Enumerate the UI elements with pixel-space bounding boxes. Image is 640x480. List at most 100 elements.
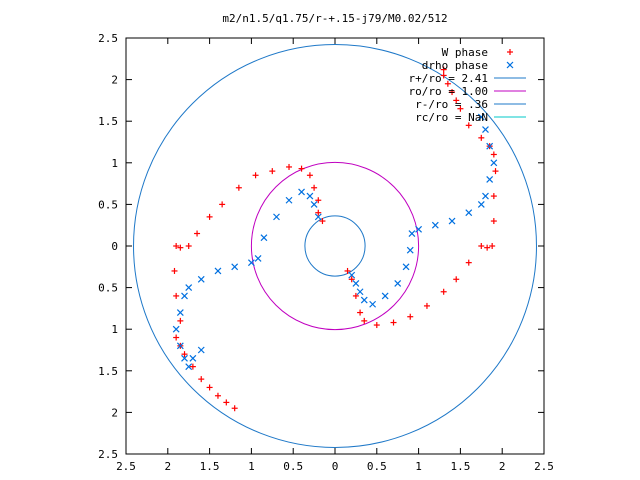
legend-label: r-/ro = .36 bbox=[415, 98, 488, 111]
w-phase-point bbox=[478, 134, 485, 141]
drho-phase-point bbox=[369, 300, 377, 308]
y-tick-label: 1 bbox=[111, 323, 118, 336]
x-tick-label: 2 bbox=[164, 460, 171, 473]
y-tick-label: 0 bbox=[111, 240, 118, 253]
w-phase-point bbox=[440, 288, 447, 295]
drho-phase-point bbox=[181, 292, 188, 300]
y-tick-label: 0.5 bbox=[98, 282, 118, 295]
drho-phase-point bbox=[486, 176, 494, 183]
w-phase-point bbox=[173, 292, 180, 299]
drho-phase-point bbox=[482, 192, 489, 200]
drho-phase-point bbox=[406, 246, 414, 254]
w-phase-point bbox=[311, 184, 318, 191]
y-tick-label: 2 bbox=[111, 74, 118, 87]
w-phase-point bbox=[173, 243, 180, 249]
radius-circle bbox=[304, 215, 366, 277]
drho-phase-point bbox=[486, 142, 494, 150]
legend-label: ro/ro = 1.00 bbox=[409, 85, 488, 98]
w-phase-point bbox=[177, 244, 184, 251]
w-phase-point bbox=[231, 405, 238, 412]
x-tick-label: 0.5 bbox=[283, 460, 303, 473]
legend-label: rc/ro = NaN bbox=[415, 111, 488, 124]
drho-phase-point bbox=[431, 221, 439, 229]
w-phase-point bbox=[344, 267, 351, 274]
w-phase-point bbox=[492, 168, 499, 175]
w-phase-point bbox=[198, 376, 205, 383]
w-phase-point bbox=[440, 66, 447, 73]
w-phase-point bbox=[490, 151, 497, 158]
x-tick-label: 1.5 bbox=[450, 460, 470, 473]
drho-phase-point bbox=[181, 354, 188, 362]
w-phase-point bbox=[465, 122, 472, 129]
drho-phase-point bbox=[482, 126, 489, 133]
drho-phase-point bbox=[314, 213, 322, 221]
drho-phase-point bbox=[310, 200, 318, 208]
drho-phase-point bbox=[402, 263, 410, 271]
w-phase-point bbox=[423, 302, 430, 309]
w-phase-point bbox=[173, 334, 180, 341]
drho-phase-point bbox=[506, 61, 514, 69]
y-tick-label: 1 bbox=[111, 157, 118, 170]
phase-points bbox=[171, 66, 499, 412]
drho-phase-point bbox=[197, 275, 205, 283]
x-tick-label: 2.5 bbox=[534, 460, 554, 473]
x-tick-label: 1.5 bbox=[200, 460, 220, 473]
drho-phase-point bbox=[185, 363, 193, 371]
y-tick-label: 1.5 bbox=[98, 365, 118, 378]
drho-phase-point bbox=[348, 271, 356, 279]
w-phase-point bbox=[252, 172, 259, 179]
legend-label: drho phase bbox=[422, 59, 488, 72]
w-phase-point bbox=[286, 163, 293, 170]
x-tick-label: 2 bbox=[499, 460, 506, 473]
radius-circle bbox=[250, 161, 420, 331]
drho-phase-point bbox=[490, 159, 498, 167]
x-tick-label: 2.5 bbox=[116, 460, 136, 473]
w-phase-point bbox=[235, 184, 242, 191]
w-phase-point bbox=[171, 267, 178, 274]
drho-phase-point bbox=[352, 280, 360, 287]
drho-phase-point bbox=[477, 113, 485, 121]
drho-phase-point bbox=[231, 263, 239, 271]
drho-phase-point bbox=[408, 230, 416, 237]
radius-circle bbox=[133, 44, 537, 448]
w-phase-point bbox=[361, 317, 368, 324]
x-tick-label: 0 bbox=[332, 460, 339, 473]
drho-phase-point bbox=[415, 225, 423, 233]
y-tick-label: 1.5 bbox=[98, 115, 118, 128]
w-phase-point bbox=[189, 363, 196, 370]
w-phase-point bbox=[219, 201, 226, 208]
drho-phase-point bbox=[176, 342, 184, 350]
y-tick-label: 2.5 bbox=[98, 448, 118, 461]
w-phase-point bbox=[306, 172, 313, 179]
drho-phase-point bbox=[254, 255, 262, 262]
drho-phase-point bbox=[477, 200, 485, 208]
drho-phase-point bbox=[356, 288, 364, 296]
w-phase-point bbox=[223, 399, 230, 406]
w-phase-point bbox=[449, 89, 456, 96]
w-phase-point bbox=[465, 259, 472, 266]
drho-phase-point bbox=[306, 192, 314, 200]
w-phase-point bbox=[214, 392, 221, 399]
w-phase-point bbox=[194, 230, 201, 237]
w-phase-point bbox=[181, 351, 188, 358]
w-phase-point bbox=[444, 80, 451, 87]
w-phase-point bbox=[352, 292, 359, 299]
y-tick-label: 2.5 bbox=[98, 32, 118, 45]
w-phase-point bbox=[490, 193, 497, 200]
drho-phase-point bbox=[298, 188, 305, 196]
w-phase-point bbox=[453, 276, 460, 283]
chart-title: m2/n1.5/q1.75/r-+.15-j79/M0.02/512 bbox=[222, 12, 447, 25]
drho-phase-point bbox=[197, 346, 205, 354]
drho-phase-point bbox=[172, 325, 180, 333]
drho-phase-point bbox=[214, 267, 222, 275]
w-phase-point bbox=[478, 243, 485, 249]
drho-phase-point bbox=[285, 196, 293, 204]
w-phase-point bbox=[269, 168, 276, 175]
drho-phase-point bbox=[273, 213, 280, 221]
w-phase-point bbox=[407, 313, 414, 320]
x-tick-label: 0.5 bbox=[367, 460, 387, 473]
w-phase-point bbox=[177, 317, 184, 324]
drho-phase-point bbox=[185, 284, 193, 292]
drho-phase-point bbox=[448, 217, 456, 225]
